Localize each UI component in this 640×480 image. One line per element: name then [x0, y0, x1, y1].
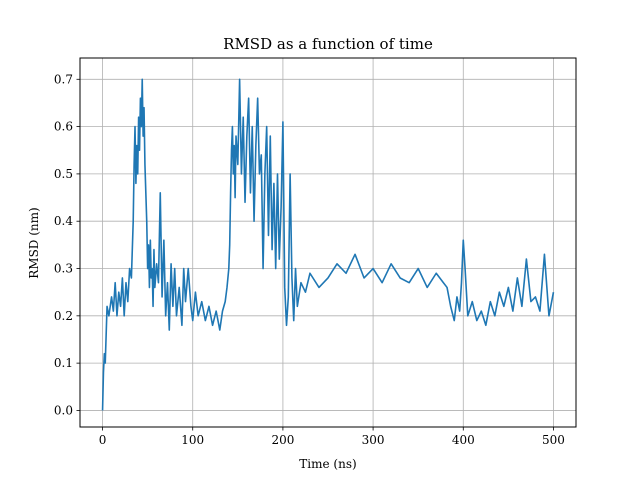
y-tick-label: 0.0 — [54, 403, 73, 417]
y-tick-label: 0.7 — [54, 72, 73, 86]
series-line — [101, 78, 555, 411]
series-layer — [101, 78, 555, 411]
y-tick-label: 0.1 — [54, 356, 73, 370]
plot-frame — [79, 57, 577, 428]
y-tick-label: 0.4 — [54, 214, 73, 228]
chart-title: RMSD as a function of time — [223, 35, 433, 53]
y-axis: 0.0 0.1 0.2 0.3 0.4 0.5 0.6 0.7 — [54, 72, 80, 417]
x-tick-label: 100 — [181, 433, 204, 447]
y-tick-label: 0.2 — [54, 309, 73, 323]
y-axis-label: RMSD (nm) — [27, 207, 41, 278]
x-tick-label: 500 — [542, 433, 565, 447]
x-tick-label: 0 — [99, 433, 107, 447]
y-tick-label: 0.6 — [54, 120, 73, 134]
y-tick-label: 0.5 — [54, 167, 73, 181]
x-tick-label: 200 — [271, 433, 294, 447]
x-axis-label: Time (ns) — [299, 457, 356, 471]
x-tick-label: 300 — [362, 433, 385, 447]
x-axis: 0 100 200 300 400 500 — [99, 427, 565, 447]
x-tick-label: 400 — [452, 433, 475, 447]
y-tick-label: 0.3 — [54, 262, 73, 276]
